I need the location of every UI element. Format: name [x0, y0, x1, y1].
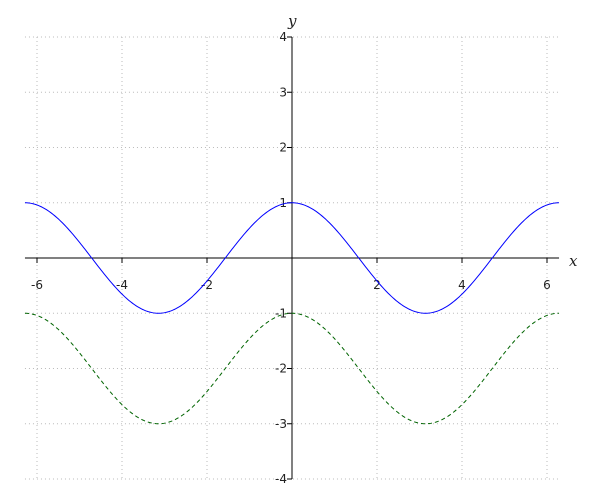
x-tick-label: 6 — [543, 278, 551, 292]
y-tick-label: -2 — [275, 362, 287, 376]
y-tick-label: 4 — [279, 30, 287, 44]
x-tick-label: -2 — [201, 278, 213, 292]
x-axis-label: x — [569, 252, 578, 270]
y-tick-label: -4 — [275, 472, 287, 486]
y-tick-label: 1 — [279, 196, 287, 210]
axes — [24, 37, 560, 479]
y-axis-label: y — [287, 12, 297, 30]
series — [24, 202, 560, 425]
ticks: -6 -4 -2 2 4 6 -4 -3 -2 -1 1 2 3 4 — [31, 30, 551, 486]
series-line-1 — [24, 312, 560, 425]
y-tick-label: 2 — [279, 141, 287, 155]
series-line-0 — [24, 202, 560, 314]
y-tick-label: 3 — [279, 85, 287, 99]
x-tick-label: 2 — [373, 278, 381, 292]
y-tick-label: -1 — [275, 306, 287, 320]
x-tick-label: -4 — [116, 278, 128, 292]
x-tick-label: 4 — [458, 278, 466, 292]
x-tick-label: -6 — [31, 278, 43, 292]
y-tick-label: -3 — [275, 417, 287, 431]
